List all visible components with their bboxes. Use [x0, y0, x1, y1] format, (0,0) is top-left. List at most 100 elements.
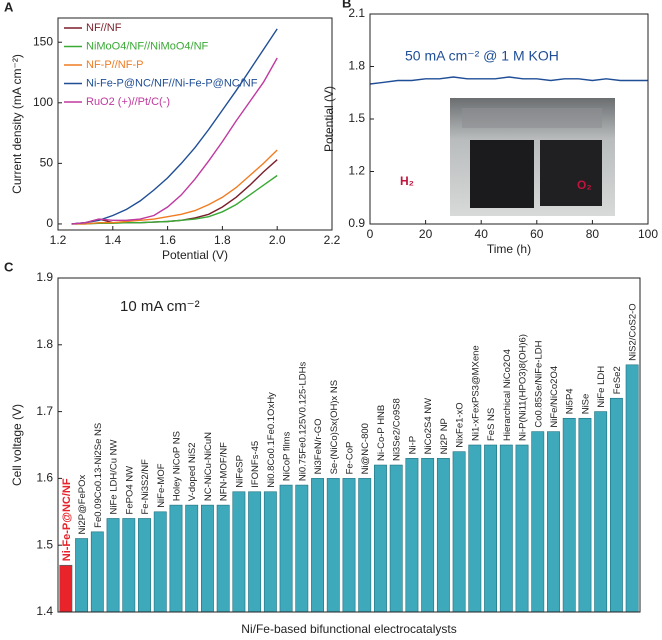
bar-category-label: Fe0.09Co0.13-Ni2Se NS: [93, 423, 104, 528]
bar-category-label: Ni-P: [407, 436, 418, 454]
bar-category-label: NiFeSP: [234, 455, 245, 488]
panel-label: A: [4, 0, 14, 14]
y-tick-label: 100: [33, 95, 53, 109]
bar-category-label: NiFe LDH: [596, 366, 607, 408]
bar: [326, 478, 340, 613]
bar-category-label: NiFe LDH/Cu NW: [109, 439, 120, 514]
bar: [295, 484, 309, 613]
x-axis-label: Potential (V): [162, 248, 228, 262]
bar-category-label: Co0.85Se/NiFe-LDH: [533, 340, 544, 427]
y-tick-label: 1.5: [348, 111, 365, 125]
y-tick-label: 1.8: [348, 59, 365, 73]
legend-label: Ni-Fe-P@NC/NF//Ni-Fe-P@NC/NF: [86, 77, 258, 89]
bar: [421, 458, 435, 613]
bar: [138, 518, 151, 613]
x-tick-label: 0: [367, 227, 374, 241]
y-axis-label: Cell voltage (V): [10, 404, 24, 486]
series-line: [71, 159, 278, 225]
bar: [531, 431, 545, 613]
bar: [389, 464, 403, 613]
bar-category-label: FeS NS: [486, 408, 497, 441]
bar-category-label: NiFe-MOF: [156, 463, 167, 508]
bar-category-label: NiSe: [580, 394, 591, 415]
bar-category-label: Ni2P NP: [439, 418, 450, 454]
bar-category-label: NixFe1-xO: [455, 402, 466, 447]
bar: [358, 478, 372, 613]
bar: [609, 397, 623, 613]
bar-category-label: FePO4 NW: [124, 466, 135, 515]
y-tick-label: 1.7: [36, 404, 53, 418]
bar: [594, 411, 608, 613]
bar: [59, 564, 73, 613]
inset-photo: [450, 98, 615, 216]
y-tick-label: 1.9: [36, 270, 53, 284]
plot-frame: [369, 13, 649, 225]
bar: [263, 491, 277, 613]
x-axis-label: Ni/Fe-based bifunctional electrocatalyst…: [241, 622, 456, 636]
bar: [499, 444, 513, 613]
bar-category-label: NiCo2S4 NW: [423, 398, 434, 455]
bar-category-label: Holey NiCoP NS: [171, 431, 182, 501]
bar: [405, 458, 419, 613]
series-line: [71, 57, 278, 225]
x-axis-label: Time (h): [487, 242, 531, 256]
bar: [279, 484, 293, 613]
legend-label: RuO2 (+)//Pt/C(-): [86, 96, 170, 108]
x-tick-label: 60: [530, 227, 544, 241]
bar-category-label: Ni-Co-P HNB: [376, 405, 387, 461]
x-tick-label: 1.8: [214, 233, 231, 247]
annotation: 10 mA cm⁻²: [120, 298, 200, 315]
bar: [122, 518, 136, 613]
annotation: 50 mA cm⁻² @ 1 M KOH: [405, 48, 559, 64]
bar: [515, 444, 529, 613]
legend-label: NF//NF: [86, 22, 122, 34]
y-tick-label: 1.5: [36, 537, 53, 551]
series-line: [71, 174, 278, 225]
legend-label: NiMoO4/NF//NiMoO4/NF: [86, 40, 209, 52]
bar-category-label: Ni0.8Co0.1Fe0.1OxHy: [266, 392, 277, 488]
bar: [200, 504, 214, 613]
y-tick-label: 0: [46, 216, 53, 230]
bar: [90, 531, 104, 613]
x-tick-label: 40: [475, 227, 489, 241]
bar: [625, 364, 639, 613]
x-tick-label: 80: [586, 227, 600, 241]
bar-category-label: NFN-MOF/NF: [219, 442, 230, 501]
inset-label: O₂: [577, 178, 592, 192]
bar-category-label: NiFe/NiCo2O4: [549, 366, 560, 428]
y-axis-label: Potential (V): [322, 86, 336, 152]
panel-label: C: [4, 259, 14, 274]
y-axis-label: Current density (mA cm⁻²): [10, 54, 24, 194]
bar: [562, 417, 576, 613]
bar: [248, 491, 262, 613]
bar-category-label: Ni-Fe-P@NC/NF: [61, 478, 73, 561]
bar-category-label: Ni5P4: [565, 388, 576, 414]
bar: [578, 417, 592, 613]
bar-category-label: NiS2/CoS2-O: [628, 303, 639, 361]
bar: [232, 491, 246, 613]
bar-category-label: NiCoP films: [282, 431, 293, 481]
bar: [547, 431, 560, 613]
bar: [342, 478, 356, 613]
bar: [484, 444, 498, 613]
bar-category-label: Ni1-xFexPS3@MXene: [470, 345, 481, 441]
bar: [106, 518, 120, 613]
x-tick-label: 1.4: [104, 233, 121, 247]
series-line: [369, 76, 648, 85]
bar-category-label: Ni3Se2/Co9S8: [392, 398, 403, 461]
x-tick-label: 1.6: [159, 233, 176, 247]
y-tick-label: 1.4: [36, 604, 53, 618]
bar-category-label: Ni3FeN/r-GO: [313, 418, 324, 474]
y-tick-label: 1.6: [36, 471, 53, 485]
bar-category-label: IFONFs-45: [250, 441, 261, 488]
x-tick-label: 100: [638, 227, 658, 241]
bar-category-label: Se-(NiCo)Sx(OH)x NS: [329, 380, 340, 474]
legend-label: NF-P//NF-P: [86, 59, 143, 71]
bar-category-label: Ni@NC-800: [360, 423, 371, 474]
x-tick-label: 2.0: [269, 233, 286, 247]
bar: [75, 538, 89, 613]
plot-frame: [57, 277, 641, 613]
bar: [311, 478, 324, 613]
bar-category-label: Ni0.75Fe0.125V0.125-LDHs: [297, 361, 308, 481]
